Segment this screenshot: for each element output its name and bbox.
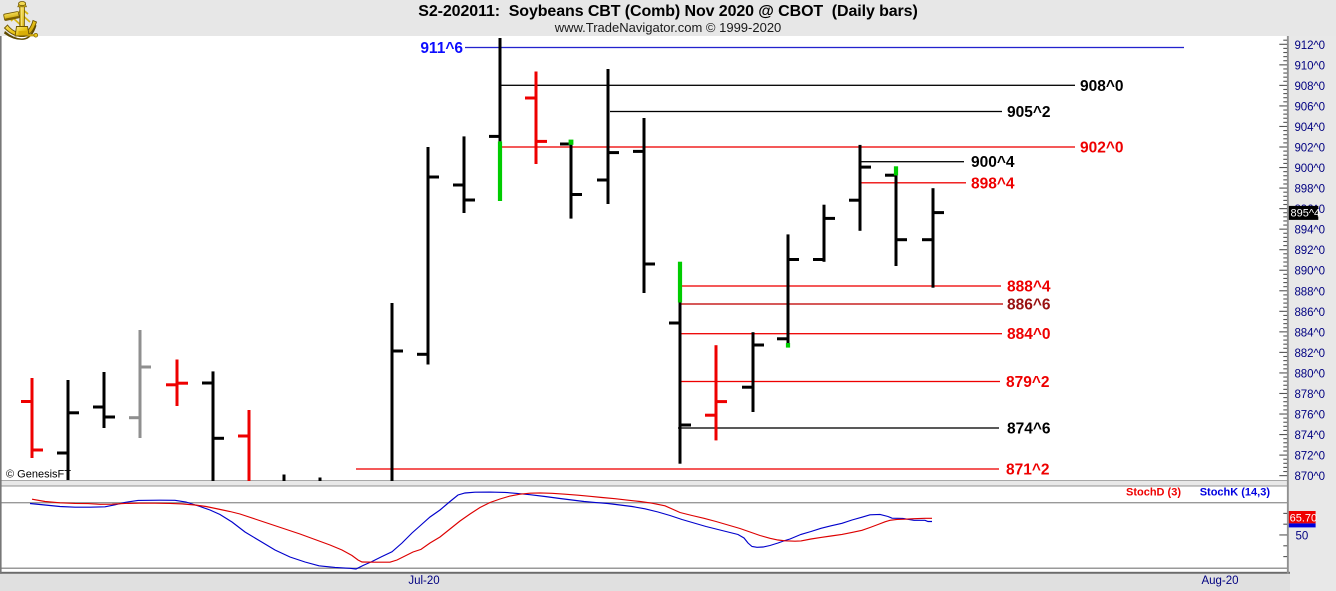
svg-text:894^0: 894^0 (1295, 225, 1325, 237)
svg-text:50: 50 (1296, 531, 1309, 543)
svg-text:872^0: 872^0 (1295, 451, 1325, 463)
svg-text:910^0: 910^0 (1295, 60, 1325, 72)
svg-text:906^0: 906^0 (1295, 101, 1325, 113)
svg-text:890^0: 890^0 (1295, 266, 1325, 278)
svg-text:884^0: 884^0 (1007, 326, 1051, 343)
svg-text:878^0: 878^0 (1295, 389, 1325, 401)
svg-text:874^6: 874^6 (1007, 421, 1051, 438)
svg-text:905^2: 905^2 (1007, 104, 1051, 121)
svg-text:911^6: 911^6 (420, 40, 463, 57)
svg-text:884^0: 884^0 (1295, 327, 1325, 339)
svg-text:879^2: 879^2 (1006, 374, 1050, 391)
svg-text:65.70: 65.70 (1290, 512, 1318, 524)
svg-text:www.TradeNavigator.com © 1999-: www.TradeNavigator.com © 1999-2020 (554, 20, 782, 35)
svg-text:886^6: 886^6 (1007, 297, 1051, 314)
svg-text:888^4: 888^4 (1007, 279, 1051, 296)
svg-text:Aug-20: Aug-20 (1201, 575, 1238, 587)
svg-text:895^4: 895^4 (1291, 207, 1321, 219)
svg-text:904^0: 904^0 (1295, 122, 1325, 134)
svg-text:888^0: 888^0 (1295, 286, 1325, 298)
svg-text:898^0: 898^0 (1295, 184, 1325, 196)
svg-text:S2-202011: Soybeans CBT (Comb: S2-202011: Soybeans CBT (Comb) Nov 2020 … (418, 3, 917, 20)
svg-text:874^0: 874^0 (1295, 430, 1325, 442)
svg-text:Jul-20: Jul-20 (408, 575, 439, 587)
svg-text:902^0: 902^0 (1080, 140, 1124, 157)
svg-text:880^0: 880^0 (1295, 368, 1325, 380)
svg-text:© GenesisFT: © GenesisFT (6, 469, 71, 481)
svg-text:870^0: 870^0 (1295, 471, 1325, 483)
svg-text:882^0: 882^0 (1295, 348, 1325, 360)
svg-text:902^0: 902^0 (1295, 143, 1325, 155)
svg-text:908^0: 908^0 (1295, 81, 1325, 93)
svg-text:912^0: 912^0 (1295, 40, 1325, 52)
svg-text:876^0: 876^0 (1295, 410, 1325, 422)
svg-text:900^0: 900^0 (1295, 163, 1325, 175)
svg-text:892^0: 892^0 (1295, 245, 1325, 257)
svg-text:StochK (14,3): StochK (14,3) (1200, 487, 1271, 499)
svg-text:900^4: 900^4 (971, 154, 1015, 171)
svg-text:908^0: 908^0 (1080, 78, 1124, 95)
svg-text:886^0: 886^0 (1295, 307, 1325, 319)
svg-text:898^4: 898^4 (971, 175, 1015, 192)
svg-text:StochD (3): StochD (3) (1126, 487, 1181, 499)
svg-text:871^2: 871^2 (1006, 462, 1050, 479)
